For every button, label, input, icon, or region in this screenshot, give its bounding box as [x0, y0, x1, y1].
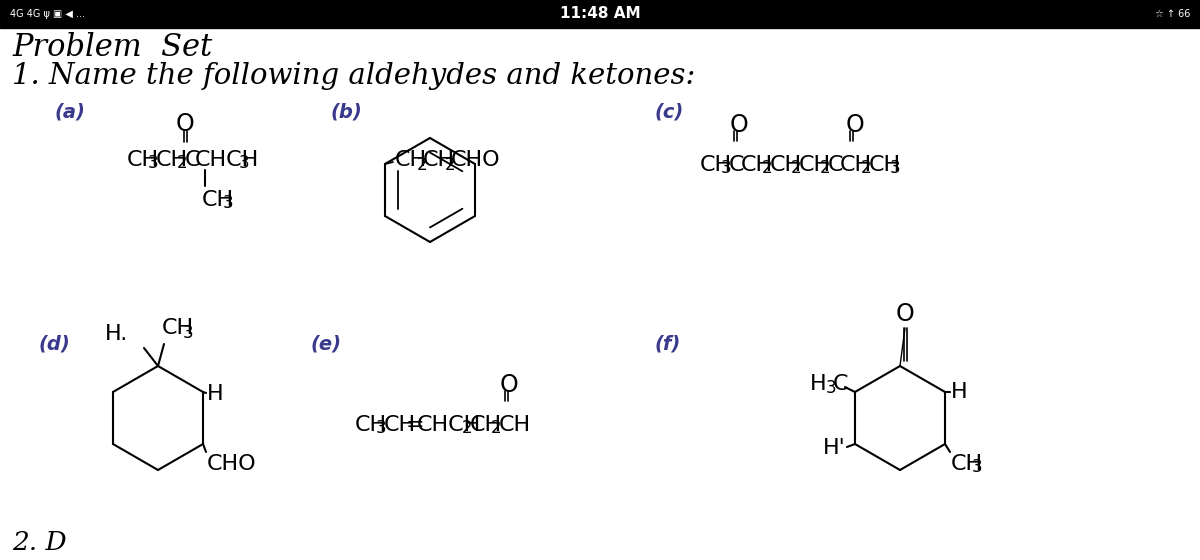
Text: CHCH: CHCH: [418, 415, 481, 435]
Text: 2: 2: [762, 159, 773, 177]
Text: (e): (e): [310, 335, 341, 354]
Text: C: C: [833, 374, 848, 394]
Bar: [0, 0, 1200, 28]
Text: 11:48 AM: 11:48 AM: [559, 7, 641, 21]
Text: CH: CH: [700, 155, 732, 175]
Text: CHO: CHO: [451, 150, 500, 170]
Text: O: O: [730, 113, 749, 137]
Text: O: O: [846, 113, 865, 137]
Text: 4G 4G ψ ▣ ◀ ...: 4G 4G ψ ▣ ◀ ...: [10, 9, 85, 19]
Text: CH: CH: [202, 190, 234, 210]
Text: 2: 2: [491, 419, 502, 437]
Text: CH: CH: [499, 415, 532, 435]
Text: 2: 2: [445, 156, 456, 174]
Text: (c): (c): [655, 103, 684, 122]
Text: ☆ ↑ 66: ☆ ↑ 66: [1154, 9, 1190, 19]
Text: 2: 2: [862, 159, 871, 177]
Text: 2: 2: [820, 159, 830, 177]
Text: (f): (f): [655, 335, 682, 354]
Text: 3: 3: [826, 379, 836, 397]
Text: 3: 3: [223, 194, 234, 212]
Text: (a): (a): [55, 103, 86, 122]
Text: 2. D: 2. D: [12, 530, 67, 555]
Text: CH: CH: [384, 415, 416, 435]
Text: 2: 2: [416, 156, 427, 174]
Text: H: H: [952, 382, 967, 402]
Text: 2: 2: [791, 159, 802, 177]
Text: CH: CH: [742, 155, 773, 175]
Text: C: C: [730, 155, 744, 175]
Text: CH: CH: [770, 155, 802, 175]
Text: CH: CH: [799, 155, 832, 175]
Text: H.: H.: [104, 324, 128, 344]
Text: 2: 2: [462, 419, 473, 437]
Text: CH: CH: [156, 150, 188, 170]
Text: 3: 3: [890, 159, 901, 177]
Text: 3: 3: [376, 419, 386, 437]
Text: CH: CH: [422, 150, 455, 170]
Text: C: C: [185, 150, 200, 170]
Text: 3: 3: [148, 154, 158, 172]
Text: 3: 3: [239, 154, 250, 172]
Text: C: C: [828, 155, 844, 175]
Text: CH: CH: [470, 415, 502, 435]
Text: CH: CH: [127, 150, 160, 170]
Text: 3: 3: [721, 159, 732, 177]
Text: O: O: [895, 302, 914, 326]
Text: CH: CH: [869, 155, 901, 175]
Text: 1. Name the following aldehydes and ketones:: 1. Name the following aldehydes and keto…: [12, 62, 695, 90]
Text: (d): (d): [38, 335, 70, 354]
Text: Problem  Set: Problem Set: [12, 32, 212, 63]
Text: CH: CH: [162, 318, 194, 338]
Text: O: O: [175, 112, 194, 136]
Text: CH: CH: [952, 454, 983, 474]
Text: CH: CH: [355, 415, 388, 435]
Text: 2: 2: [178, 154, 187, 172]
Text: H': H': [823, 438, 846, 458]
Text: H: H: [810, 374, 827, 394]
Text: CHCH: CHCH: [194, 150, 259, 170]
Text: 3: 3: [972, 458, 983, 476]
Text: CH: CH: [395, 150, 427, 170]
Text: H: H: [208, 384, 223, 404]
Text: CHO: CHO: [208, 454, 257, 474]
Text: CH: CH: [840, 155, 872, 175]
Text: =: =: [406, 415, 425, 435]
Text: O: O: [500, 373, 518, 397]
Text: (b): (b): [330, 103, 361, 122]
Text: 3: 3: [182, 324, 193, 342]
